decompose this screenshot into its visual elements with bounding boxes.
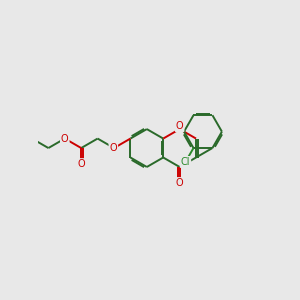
Text: O: O [77, 159, 85, 169]
Text: Cl: Cl [181, 157, 190, 167]
Text: O: O [110, 143, 117, 153]
Text: O: O [176, 178, 183, 188]
Text: O: O [176, 121, 183, 131]
Text: O: O [61, 134, 69, 144]
